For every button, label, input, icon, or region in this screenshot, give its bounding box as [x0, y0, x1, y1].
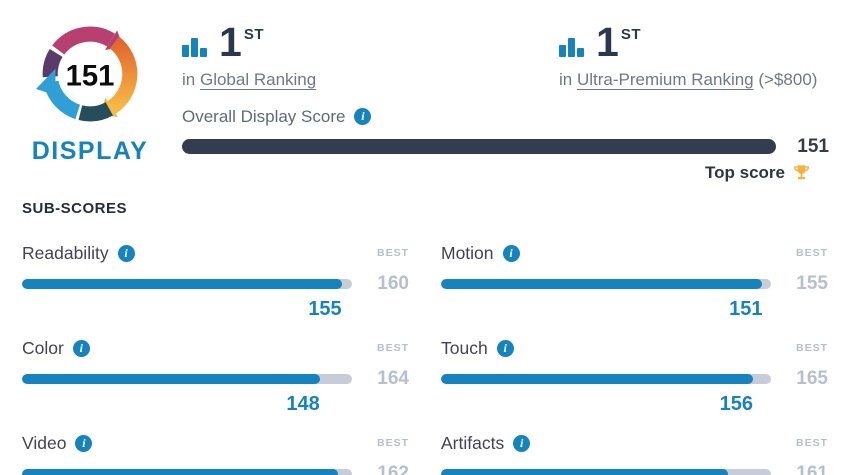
subscore-card-touch: Touch i BEST 165 156: [441, 338, 828, 416]
subscore-value: 151: [729, 297, 763, 320]
subscore-label: Color: [22, 337, 64, 358]
best-value: 160: [377, 272, 409, 294]
podium-bars-icon: [182, 37, 207, 57]
best-label: BEST: [376, 342, 409, 355]
subscore-label: Video: [22, 432, 67, 453]
rank-suffix: ST: [243, 26, 264, 43]
subscore-label: Readability: [22, 242, 109, 263]
subscore-bar-fill: [441, 278, 763, 289]
header-section: 151 DISPLAY 1 ST in: [0, 0, 849, 183]
info-icon[interactable]: i: [72, 339, 90, 357]
overall-score-label: Overall Display Score: [182, 106, 346, 126]
logo-score: 151: [66, 61, 115, 93]
ultra-premium-ranking-link[interactable]: Ultra-Premium Ranking: [576, 69, 754, 89]
info-icon[interactable]: i: [502, 244, 520, 262]
rankings-row: 1 ST in Global Ranking: [182, 19, 829, 90]
subscore-bar-track: [441, 373, 771, 384]
subscore-card-color: Color i BEST 164 148: [22, 338, 409, 416]
rank-context: in Ultra-Premium Ranking (>$800): [559, 69, 818, 89]
best-value: 162: [377, 462, 409, 475]
subscore-card-readability: Readability i BEST 160 155: [22, 243, 409, 321]
info-icon[interactable]: i: [496, 339, 514, 357]
info-icon[interactable]: i: [75, 434, 93, 452]
subscore-bar-fill: [22, 278, 342, 289]
ultra-premium-ranking-block: 1 ST in Ultra-Premium Ranking (>$800): [559, 19, 829, 90]
info-icon[interactable]: i: [513, 434, 531, 452]
subscore-value: 148: [286, 392, 320, 415]
subscore-label: Artifacts: [441, 432, 505, 453]
overall-score-label-row: Overall Display Score i: [182, 107, 829, 127]
rank-position: 1: [219, 19, 242, 65]
subscores-heading: SUB-SCORES: [22, 199, 128, 217]
best-value: 155: [796, 272, 828, 294]
subscores-grid: Readability i BEST 160 155 Motion i BEST: [22, 243, 828, 475]
subscore-card-motion: Motion i BEST 155 151: [441, 243, 828, 321]
overall-score-bar: [182, 139, 776, 155]
logo-label: DISPLAY: [31, 137, 149, 165]
best-value: 165: [796, 367, 828, 389]
subscore-card-artifacts: Artifacts i BEST 161 140: [441, 433, 828, 475]
rank-suffix: ST: [620, 26, 641, 43]
subscore-bar-track: [441, 278, 771, 289]
trophy-icon: [794, 165, 809, 180]
info-icon[interactable]: i: [117, 244, 135, 262]
global-ranking-link[interactable]: Global Ranking: [199, 69, 317, 89]
best-label: BEST: [376, 247, 409, 260]
subscore-bar-track: [22, 373, 352, 384]
subscore-value: 155: [308, 297, 342, 320]
subscore-bar-track: [22, 468, 352, 475]
display-logo-block: 151 DISPLAY: [14, 10, 166, 183]
top-score-label: Top score: [705, 162, 785, 182]
subscore-bar-fill: [22, 373, 320, 384]
subscore-bar-fill: [441, 373, 753, 384]
best-label: BEST: [376, 437, 409, 450]
display-logo: 151: [35, 26, 138, 122]
overall-score-bar-row: 151: [182, 136, 829, 158]
subscore-value: 156: [719, 392, 753, 415]
best-label: BEST: [795, 342, 828, 355]
best-value: 164: [377, 367, 409, 389]
best-value: 161: [796, 462, 828, 475]
subscore-bar-fill: [441, 468, 728, 475]
podium-bars-icon: [559, 37, 584, 57]
rank-context: in Global Ranking: [182, 69, 317, 89]
subscore-bar-track: [22, 278, 352, 289]
best-label: BEST: [795, 437, 828, 450]
best-label: BEST: [795, 247, 828, 260]
subscore-bar-fill: [22, 468, 338, 475]
global-ranking-block: 1 ST in Global Ranking: [182, 19, 559, 90]
subscore-bar-track: [441, 468, 771, 475]
overall-score-value: 151: [797, 135, 829, 157]
header-content: 1 ST in Global Ranking: [166, 10, 829, 183]
rank-position: 1: [596, 19, 619, 65]
subscore-label: Motion: [441, 242, 494, 263]
rank-price-note: (>$800): [758, 69, 818, 89]
top-score-row: Top score: [182, 163, 829, 183]
subscore-label: Touch: [441, 337, 488, 358]
subscore-card-video: Video i BEST 162 155: [22, 433, 409, 475]
info-icon[interactable]: i: [354, 108, 372, 126]
